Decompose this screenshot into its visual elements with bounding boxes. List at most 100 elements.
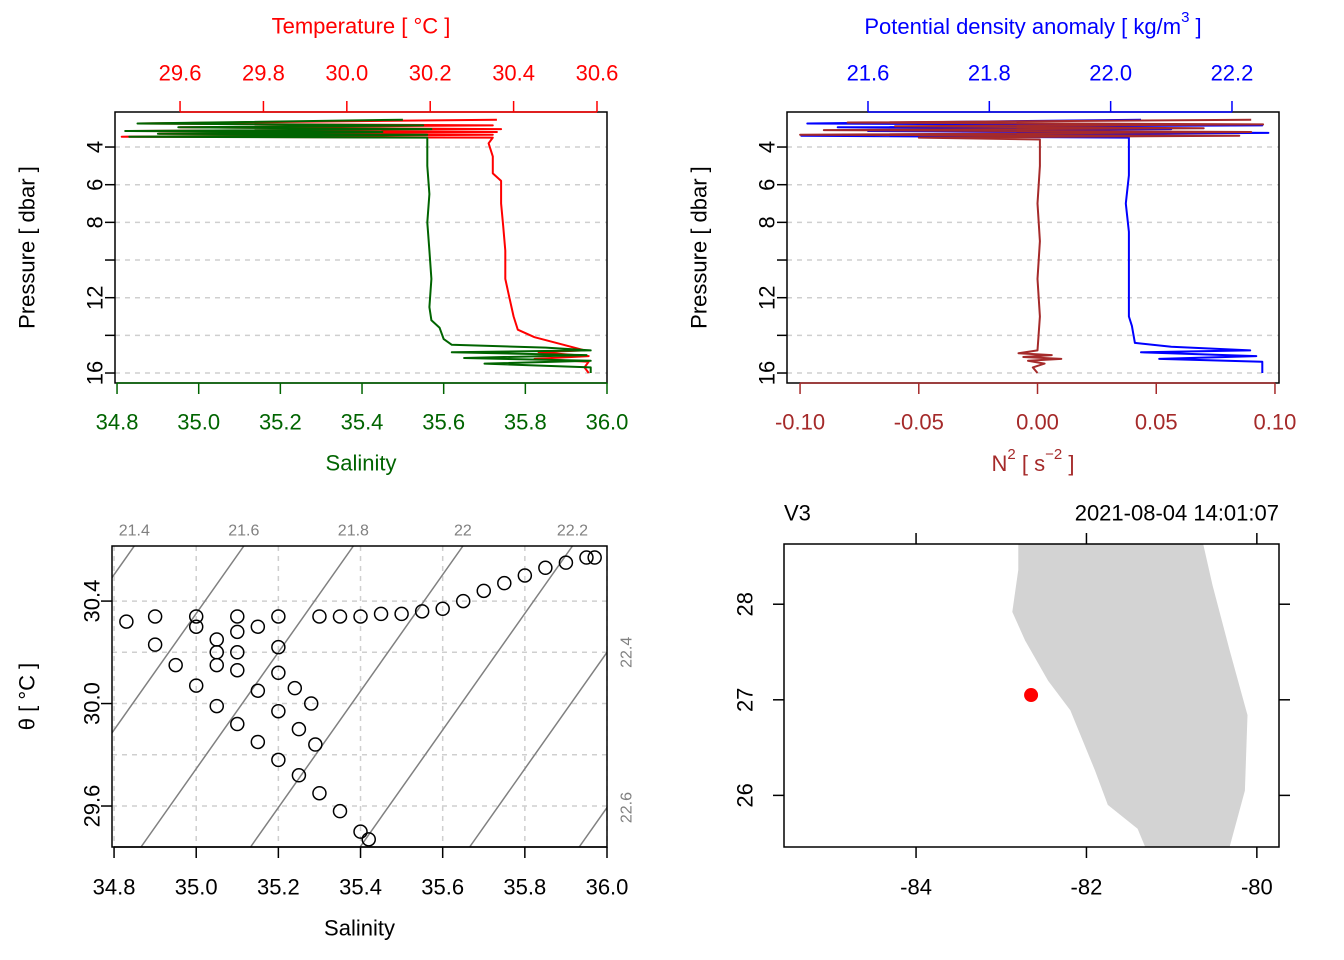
isopycnal-label: 22.4 — [619, 637, 636, 668]
point — [209, 632, 225, 647]
point — [230, 662, 245, 678]
label-part: ] — [1189, 14, 1201, 39]
isopycnal-label: 22 — [454, 523, 472, 540]
point — [332, 803, 348, 819]
x-axis-title: N2 [ s−2 ] — [992, 446, 1075, 476]
x-tick-label: 35.8 — [503, 875, 546, 900]
point — [209, 698, 225, 714]
point — [271, 703, 286, 719]
map-subtitle: 2021-08-04 14:01:07 — [1075, 501, 1279, 526]
profile-line — [124, 118, 592, 373]
isopycnal-label: 22.6 — [619, 792, 636, 823]
point — [414, 604, 430, 619]
top-tick-label: 22.2 — [1211, 61, 1254, 86]
point — [119, 614, 134, 629]
y-tick-label: 26 — [733, 783, 758, 807]
isopycnal-label: 22.2 — [557, 523, 588, 540]
station — [1024, 688, 1039, 703]
isopycnal-label: 21.8 — [338, 523, 369, 540]
y-tick-label: 6 — [755, 179, 780, 191]
x-tick-label: 35.6 — [422, 410, 465, 435]
y-tick-label: 16 — [755, 361, 780, 385]
top-tick-label: 29.8 — [242, 61, 285, 86]
top-axis-title: Potential density anomaly [ kg/m3 ] — [864, 9, 1201, 39]
x-tick-label: -0.05 — [894, 410, 944, 435]
point — [230, 609, 245, 624]
x-tick-label: 36.0 — [586, 410, 629, 435]
point — [287, 680, 303, 696]
point — [188, 609, 204, 624]
point — [361, 832, 376, 847]
isopycnal — [578, 806, 607, 847]
label-part: 2 — [1007, 446, 1015, 463]
y-tick-label: 28 — [733, 592, 758, 616]
x-tick-label: 35.0 — [175, 875, 218, 900]
y-tick-label: 16 — [83, 361, 108, 385]
top-tick-label: 30.4 — [492, 61, 535, 86]
top-tick-label: 30.6 — [576, 61, 619, 86]
y-tick-label: 27 — [733, 688, 758, 712]
x-tick-label: 34.8 — [93, 875, 136, 900]
top-tick-label: 29.6 — [159, 61, 202, 86]
y-tick-label: 29.6 — [80, 785, 105, 828]
top-tick-label: 21.8 — [968, 61, 1011, 86]
plot-frame — [783, 543, 1280, 848]
point — [291, 721, 307, 737]
point — [353, 609, 368, 624]
y-tick-label: 6 — [83, 179, 108, 191]
x-axis-title: Salinity — [324, 916, 395, 941]
y-tick-label: 8 — [83, 216, 108, 228]
point — [579, 550, 594, 565]
isopycnal-label: 21.4 — [119, 523, 150, 540]
point — [250, 734, 266, 750]
map-title: V3 — [784, 501, 811, 526]
isopycnal — [112, 546, 245, 735]
x-axis-title: Salinity — [326, 451, 397, 476]
point — [308, 737, 323, 752]
x-tick-label: 35.2 — [257, 875, 300, 900]
x-tick-label: 35.8 — [504, 410, 547, 435]
point — [271, 609, 286, 624]
point — [312, 785, 327, 801]
y-tick-label: 4 — [755, 141, 780, 153]
x-tick-label: -82 — [1071, 875, 1103, 900]
y-tick-label: 12 — [755, 285, 780, 309]
y-tick-label: 4 — [83, 141, 108, 153]
point — [168, 657, 183, 673]
x-tick-label: 35.0 — [177, 410, 220, 435]
isopycnal — [140, 546, 354, 847]
point — [147, 637, 163, 652]
point — [373, 606, 389, 622]
point — [250, 619, 266, 634]
point — [271, 639, 286, 655]
x-tick-label: 35.2 — [259, 410, 302, 435]
y-axis-title: θ [ °C ] — [15, 663, 40, 730]
label-part: [ s — [1016, 451, 1045, 476]
y-tick-label: 30.0 — [80, 682, 105, 725]
point — [517, 568, 533, 583]
y-tick-label: 12 — [83, 285, 108, 309]
point — [312, 609, 327, 624]
label-part: −2 — [1045, 446, 1062, 463]
point — [497, 575, 512, 591]
point — [435, 601, 450, 617]
top-axis-title: Temperature [ °C ] — [272, 14, 451, 39]
x-tick-label: 0.10 — [1254, 410, 1297, 435]
plot-frame — [786, 111, 1280, 384]
point — [271, 665, 286, 681]
x-tick-label: 34.8 — [96, 410, 139, 435]
point — [558, 555, 574, 570]
isopycnal-label: 21.6 — [228, 523, 259, 540]
plot-frame — [111, 545, 608, 848]
x-tick-label: -80 — [1241, 875, 1273, 900]
point — [209, 645, 225, 660]
x-tick-label: -84 — [900, 875, 932, 900]
label-part: N — [992, 451, 1008, 476]
point — [230, 624, 245, 640]
x-tick-label: 35.4 — [341, 410, 384, 435]
y-axis-title: Pressure [ dbar ] — [15, 166, 40, 329]
point — [587, 550, 602, 565]
point — [188, 619, 204, 634]
